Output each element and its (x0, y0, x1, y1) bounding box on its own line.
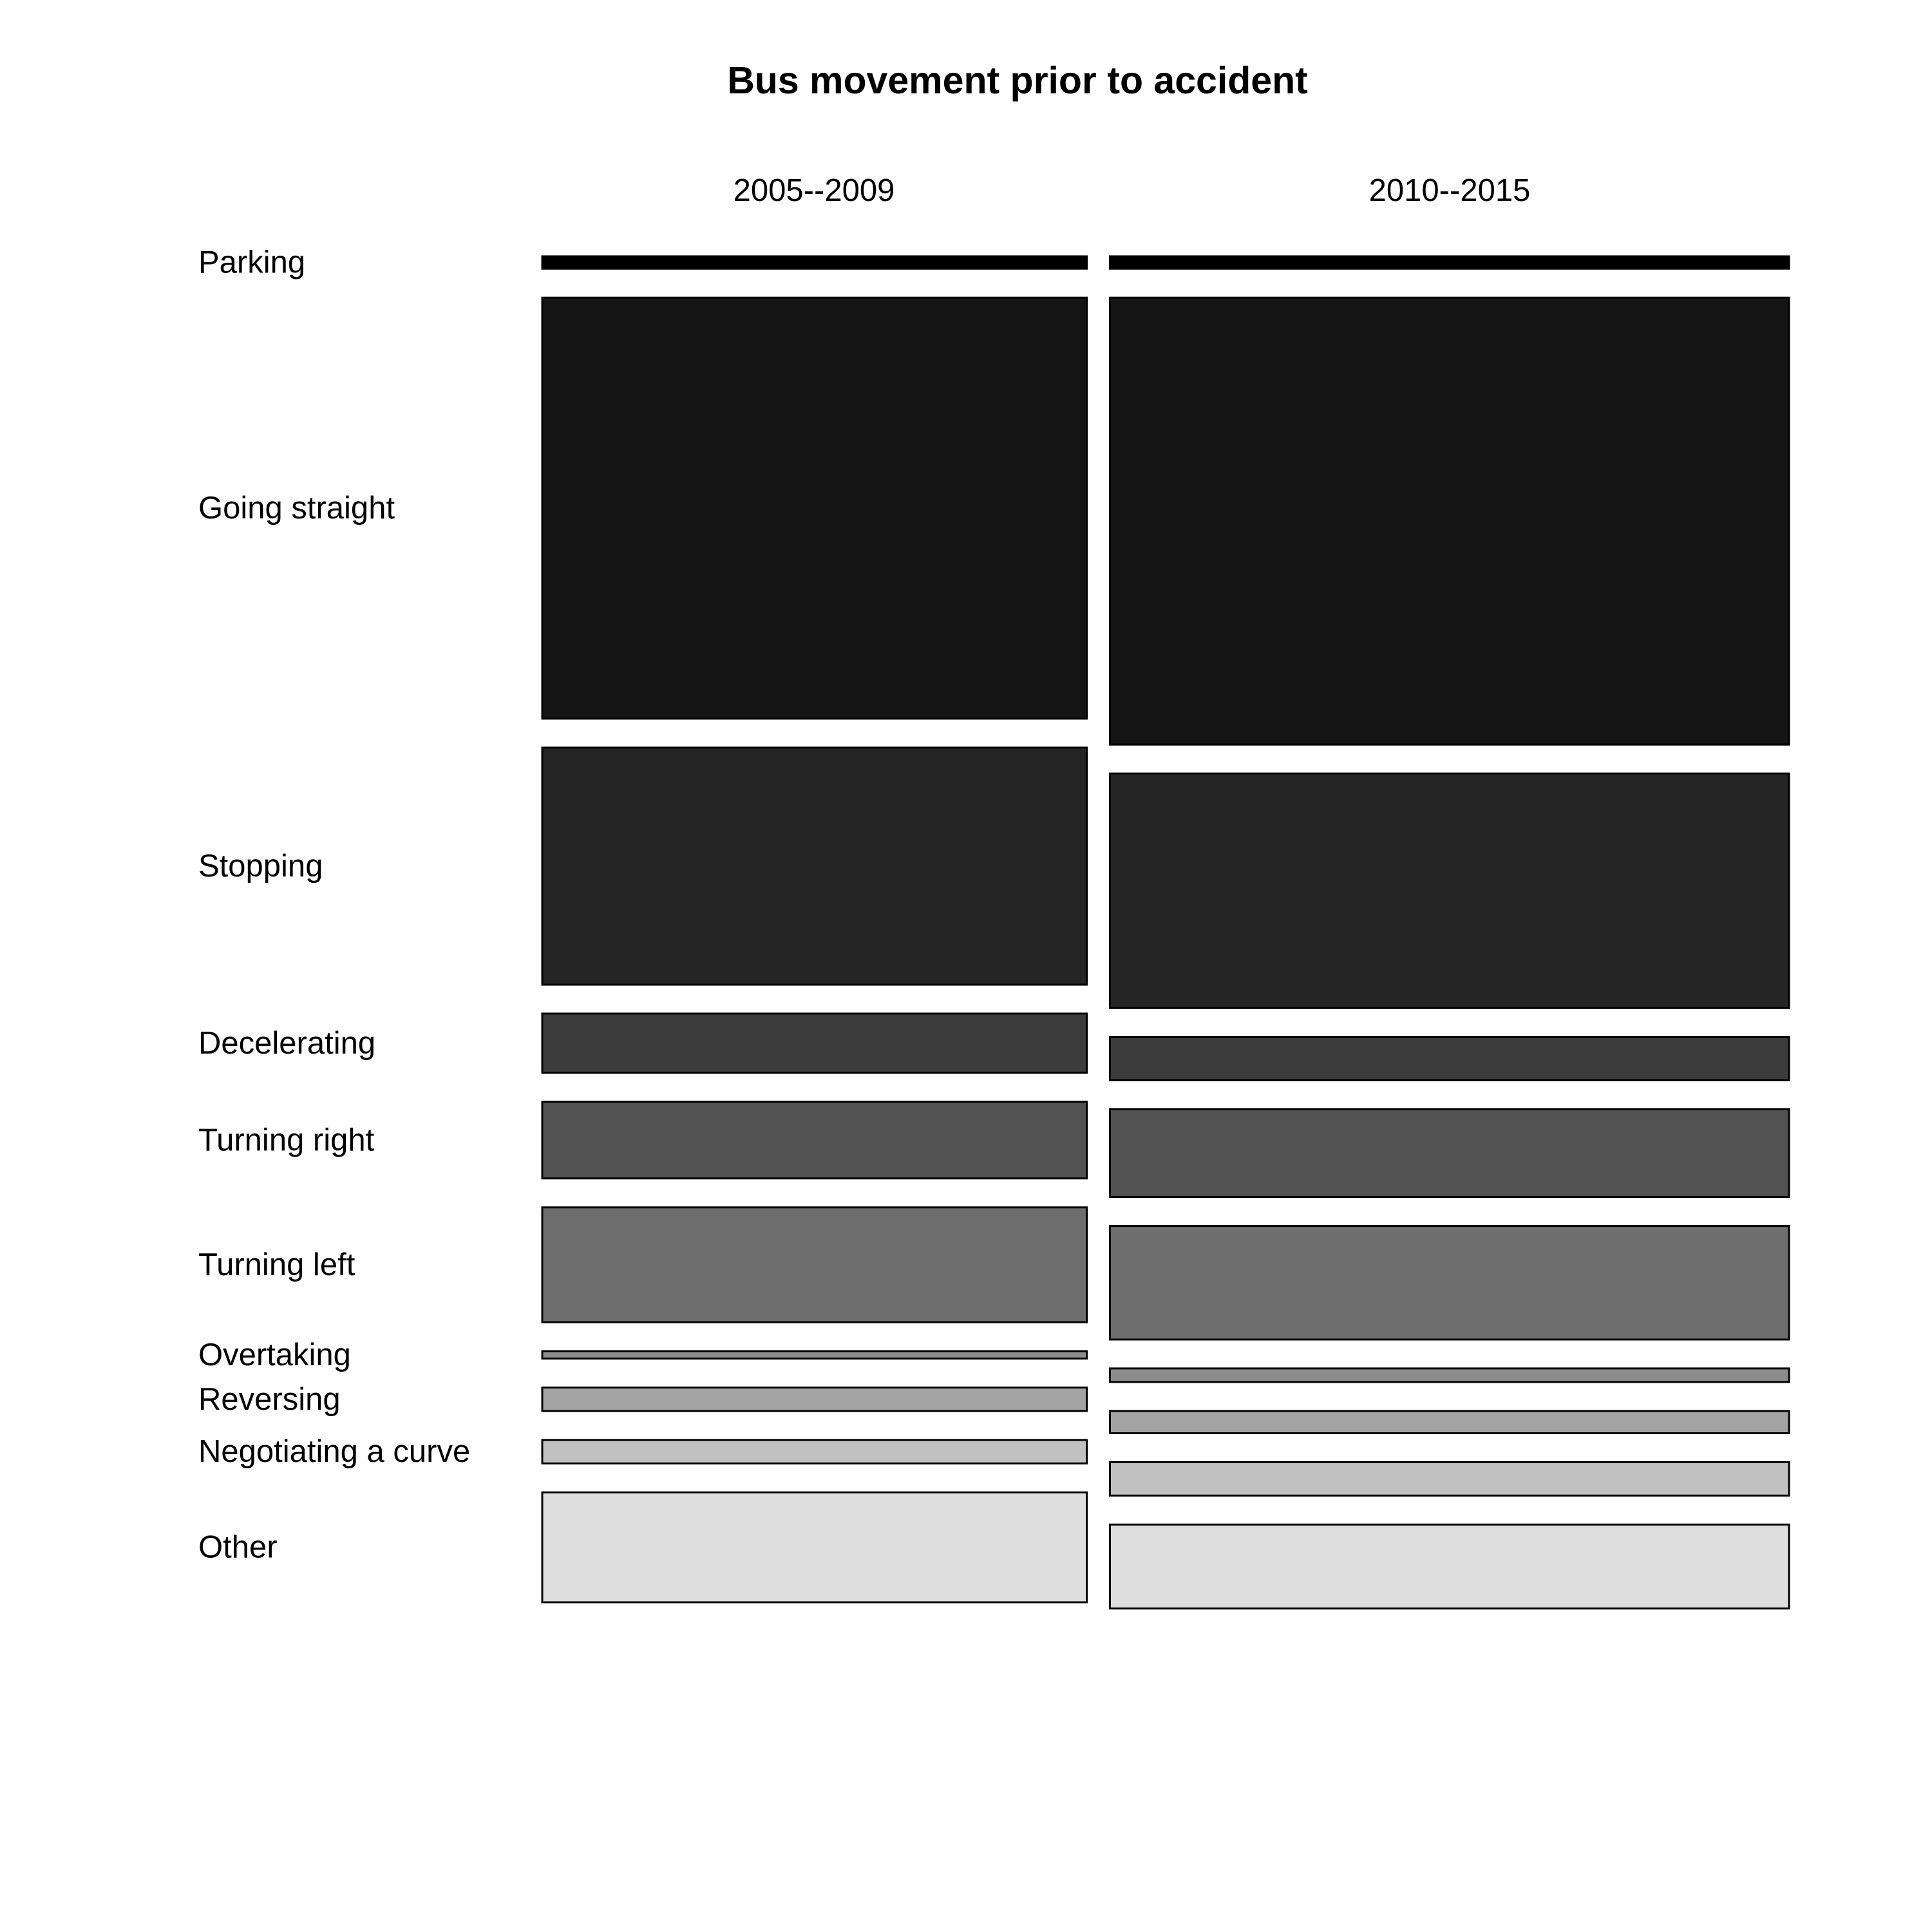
category-label-stopping: Stopping (198, 849, 323, 884)
category-label-decelerating: Decelerating (198, 1026, 375, 1061)
tile-2010-2015-reversing (1109, 1410, 1790, 1434)
tile-2010-2015-turning-left (1109, 1225, 1790, 1341)
tile-2010-2015-going-straight (1109, 296, 1790, 746)
chart-title: Bus movement prior to accident (727, 59, 1308, 102)
mosaic-tiles (541, 255, 1790, 1610)
tile-2005-2009-reversing (541, 1387, 1088, 1412)
tile-2010-2015-decelerating (1109, 1036, 1790, 1082)
tile-2005-2009-other (541, 1491, 1088, 1604)
tile-2010-2015-turning-right (1109, 1108, 1790, 1198)
category-label-parking: Parking (198, 245, 305, 280)
tile-2005-2009-negotiating-a-curve (541, 1439, 1088, 1464)
category-label-turning-left: Turning left (198, 1247, 355, 1282)
tile-2010-2015-parking (1109, 255, 1790, 270)
tile-2005-2009-turning-left (541, 1206, 1088, 1323)
tile-2010-2015-negotiating-a-curve (1109, 1461, 1790, 1497)
tile-2010-2015-overtaking (1109, 1367, 1790, 1383)
tile-2005-2009-stopping (541, 746, 1088, 986)
column-label-2005-2009: 2005--2009 (734, 173, 895, 208)
category-label-reversing: Reversing (198, 1382, 341, 1417)
category-label-negotiating-a-curve: Negotiating a curve (198, 1434, 470, 1469)
category-label-turning-right: Turning right (198, 1122, 375, 1157)
tile-2005-2009-decelerating (541, 1012, 1088, 1074)
category-label-overtaking: Overtaking (198, 1338, 351, 1372)
tile-2005-2009-turning-right (541, 1101, 1088, 1180)
category-labels: Parking Going straight Stopping Deceleratin… (198, 245, 470, 1565)
tile-2010-2015-other (1109, 1523, 1790, 1610)
tile-2005-2009-overtaking (541, 1350, 1088, 1360)
category-label-going-straight: Going straight (198, 491, 395, 526)
tile-2005-2009-going-straight (541, 296, 1088, 720)
tile-2010-2015-stopping (1109, 772, 1790, 1009)
tile-2005-2009-parking (541, 255, 1088, 270)
column-label-2010-2015: 2010--2015 (1369, 173, 1531, 208)
category-label-other: Other (198, 1530, 278, 1565)
